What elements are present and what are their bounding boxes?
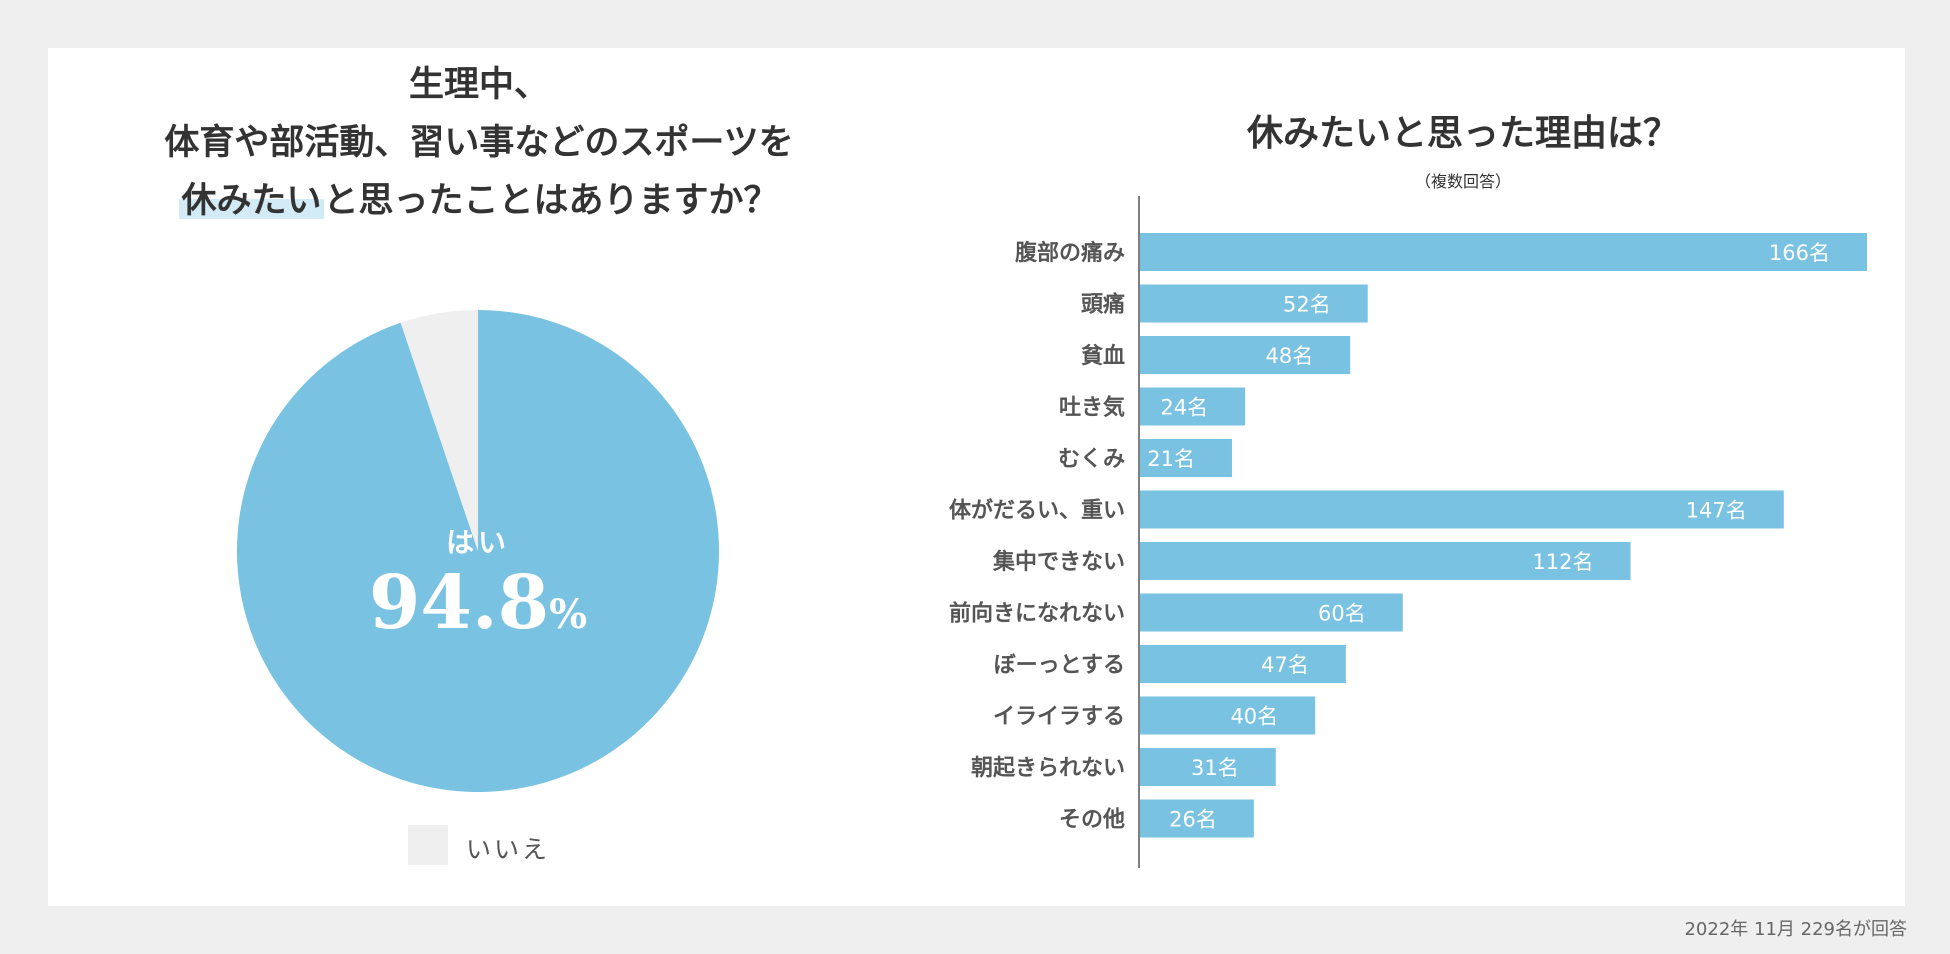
pie-slice-yes (237, 310, 719, 793)
bar-value-label: 40名 (1230, 705, 1278, 729)
bar-category-label: ぼーっとする (994, 653, 1125, 678)
bar-9 (1140, 696, 1316, 735)
pie-title-line-2: 体育や部活動、習い事などのスポーツを (164, 123, 794, 163)
bar-8 (1140, 645, 1346, 683)
legend-no-swatch (408, 825, 448, 865)
bar-5 (1140, 490, 1784, 529)
bar-category-label: 頭痛 (1081, 292, 1125, 318)
bar-value-label: 112名 (1532, 550, 1593, 574)
bar-category-label: 前向きになれない (949, 601, 1125, 627)
pie-title-line-1: 生理中、 (408, 65, 549, 105)
bar-value-label: 47名 (1261, 653, 1309, 677)
bar-0 (1140, 233, 1867, 271)
bar-value-label: 24名 (1160, 396, 1208, 420)
bar-category-label: その他 (1059, 808, 1125, 833)
bar-category-label: 貧血 (1081, 343, 1125, 369)
bar-category-label: 腹部の痛み (1015, 240, 1125, 266)
bar-4 (1140, 439, 1232, 477)
bar-value-label: 48名 (1265, 344, 1313, 368)
bar-category-label: イライラする (993, 705, 1125, 730)
bar-value-label: 166名 (1769, 241, 1830, 265)
bar-11 (1140, 799, 1254, 838)
bar-chart-subtitle: （複数回答） (1414, 172, 1511, 191)
pie-yes-value: 94.8 (368, 560, 550, 646)
bar-1 (1140, 284, 1368, 323)
pie-yes-unit: % (549, 591, 588, 638)
pie-title-line-3: 休みたいと思ったことはありますか？ (70, 172, 888, 230)
legend-no-label: いいえ (466, 835, 551, 864)
bar-value-label: 26名 (1169, 808, 1217, 832)
bar-value-label: 52名 (1283, 293, 1331, 317)
bar-3 (1140, 387, 1246, 426)
pie-chart-title: 生理中、 体育や部活動、習い事などのスポーツを 休みたいと思ったことはありますか… (70, 56, 888, 230)
pie-slice-no (400, 310, 478, 551)
bar-value-label: 21名 (1147, 447, 1195, 471)
title-line-3-rest: と思ったことはありますか？ (323, 181, 779, 221)
bar-6 (1140, 542, 1631, 580)
bar-category-label: 吐き気 (1059, 395, 1125, 421)
bar-category-label: 体がだるい、重い (949, 498, 1125, 524)
bar-value-label: 60名 (1318, 602, 1366, 626)
bar-value-label: 147名 (1686, 499, 1747, 523)
bar-category-label: むくみ (1058, 447, 1125, 472)
pie-yes-label: はい (445, 526, 510, 559)
bar-2 (1140, 336, 1351, 374)
bar-category-label: 朝起きられない (971, 755, 1125, 781)
bar-category-label: 集中できない (992, 549, 1125, 575)
survey-footnote: 2022年 11月 229名が回答 (1684, 919, 1907, 940)
bar-value-label: 31名 (1191, 756, 1239, 780)
bar-chart-title: 休みたいと思った理由は？ (1246, 113, 1679, 154)
bar-7 (1140, 593, 1403, 632)
title-highlight: 休みたい (179, 181, 324, 221)
pie-yes-percentage: 94.8% (328, 563, 628, 655)
bar-10 (1140, 748, 1276, 786)
